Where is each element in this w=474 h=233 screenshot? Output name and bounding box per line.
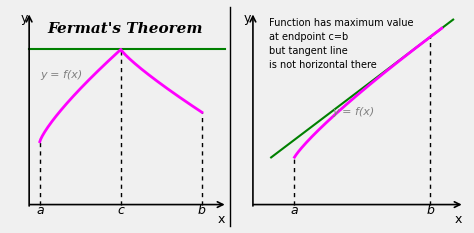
Text: y: y [244, 12, 251, 25]
Text: x: x [218, 213, 225, 226]
Text: y: y [21, 12, 28, 25]
Text: y = f(x): y = f(x) [40, 70, 82, 79]
Text: x: x [455, 213, 462, 226]
Text: y = f(x): y = f(x) [333, 107, 375, 117]
Text: a: a [36, 204, 44, 217]
Text: b: b [427, 204, 434, 217]
Text: c: c [118, 204, 124, 217]
Text: Function has maximum value
at endpoint c=b
but tangent line
is not horizontal th: Function has maximum value at endpoint c… [269, 18, 413, 70]
Text: Fermat's Theorem: Fermat's Theorem [47, 22, 203, 36]
Text: a: a [290, 204, 298, 217]
Text: b: b [198, 204, 206, 217]
